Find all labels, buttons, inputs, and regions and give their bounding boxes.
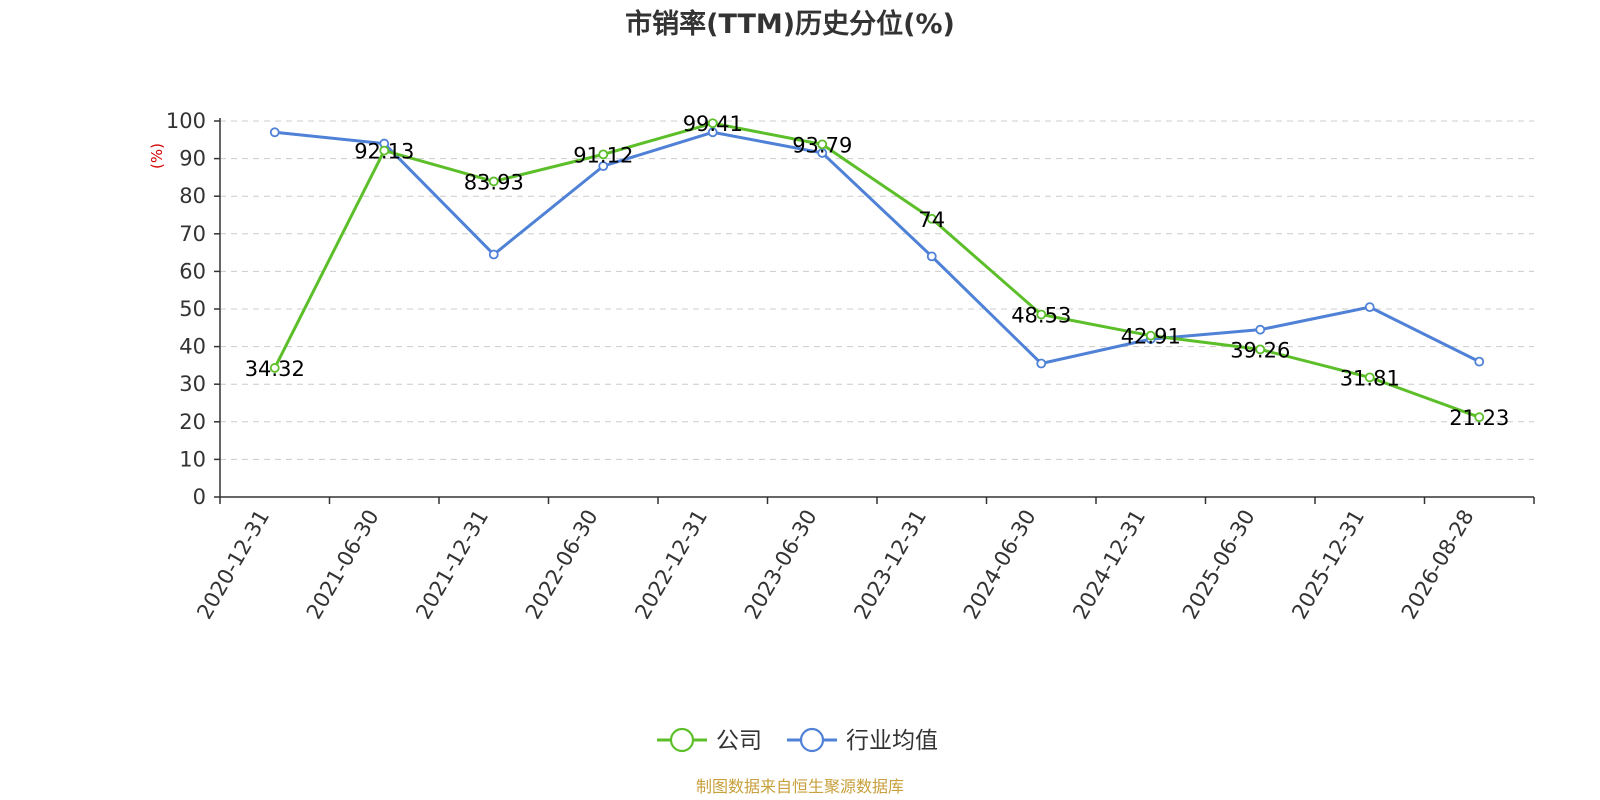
data-label: 92.13 xyxy=(354,140,414,164)
data-point xyxy=(598,161,609,172)
data-label: 93.79 xyxy=(792,133,852,157)
data-label: 48.53 xyxy=(1011,304,1071,328)
data-point xyxy=(707,127,718,138)
data-point xyxy=(269,363,280,373)
y-tick-label: 20 xyxy=(179,410,206,434)
x-tick-label: 2023-06-30 xyxy=(740,506,822,624)
legend-label: 行业均值 xyxy=(846,728,938,754)
y-tick-label: 10 xyxy=(179,447,206,471)
x-tick-label: 2026-08-28 xyxy=(1397,506,1479,624)
x-tick-label: 2022-12-31 xyxy=(630,506,712,624)
data-point xyxy=(707,118,718,129)
x-tick-label: 2023-12-31 xyxy=(849,506,931,624)
y-tick-label: 50 xyxy=(179,297,206,321)
data-labels: 34.32 92.13 83.93 91.12 99.41 93.79 74 48.53 42.… xyxy=(245,112,1510,430)
x-tick-label: 2025-06-30 xyxy=(1178,506,1260,624)
data-point xyxy=(488,176,499,187)
series xyxy=(269,118,1485,423)
series-line-0 xyxy=(273,121,1480,419)
data-point xyxy=(926,213,937,224)
legend-item-0[interactable]: 公司 xyxy=(657,727,762,754)
y-tick-label: 100 xyxy=(166,109,206,133)
y-tick-label: 80 xyxy=(179,184,206,208)
data-point xyxy=(1255,324,1266,335)
x-tick-label: 2020-12-31 xyxy=(192,506,274,624)
y-tick-label: 90 xyxy=(179,147,206,171)
legend-label: 公司 xyxy=(716,728,762,754)
data-point xyxy=(1145,330,1156,341)
data-point xyxy=(1036,358,1047,369)
x-tick-label: 2021-06-30 xyxy=(302,506,384,624)
data-point xyxy=(1474,412,1485,423)
data-point xyxy=(1474,356,1485,367)
data-point xyxy=(1364,302,1375,313)
x-tick-label: 2024-12-31 xyxy=(1068,506,1150,624)
y-tick-label: 30 xyxy=(179,372,206,396)
x-tick-label: 2021-12-31 xyxy=(411,506,493,624)
data-label: 34.32 xyxy=(245,357,305,381)
grid-lines xyxy=(220,120,1534,460)
x-tick-label: 2022-06-30 xyxy=(521,506,603,624)
y-tick-label: 60 xyxy=(179,259,206,283)
data-point xyxy=(926,251,937,262)
y-tick-label: 0 xyxy=(193,485,206,509)
data-point xyxy=(379,145,390,156)
legend-marker xyxy=(799,727,825,753)
y-tick-label: 70 xyxy=(179,222,206,246)
data-label: 31.81 xyxy=(1340,366,1400,390)
legend-item-1[interactable]: 行业均值 xyxy=(787,727,938,754)
data-label: 83.93 xyxy=(464,170,524,194)
y-tick-label: 40 xyxy=(179,335,206,359)
source-note: 制图数据来自恒生聚源数据库 xyxy=(696,777,904,796)
x-tick-label: 2025-12-31 xyxy=(1287,506,1369,624)
data-label: 42.91 xyxy=(1121,325,1181,349)
y-axis-label: (%) xyxy=(148,143,166,169)
chart-title: 市销率(TTM)历史分位(%) xyxy=(625,8,955,40)
data-point xyxy=(1364,372,1375,383)
data-point xyxy=(1036,309,1047,320)
data-point xyxy=(598,149,609,160)
data-point xyxy=(1255,344,1266,355)
legend[interactable]: 公司 行业均值 xyxy=(657,727,938,754)
data-label: 74 xyxy=(918,208,945,232)
data-label: 39.26 xyxy=(1230,338,1290,362)
series-line-1 xyxy=(274,130,1480,366)
data-point xyxy=(488,249,499,260)
data-point xyxy=(269,127,280,138)
data-label: 99.41 xyxy=(683,112,743,136)
data-label: 21.23 xyxy=(1449,406,1509,430)
data-point xyxy=(817,139,828,150)
data-label: 91.12 xyxy=(573,143,633,167)
x-tick-label: 2024-06-30 xyxy=(959,506,1041,624)
legend-marker xyxy=(669,727,695,753)
